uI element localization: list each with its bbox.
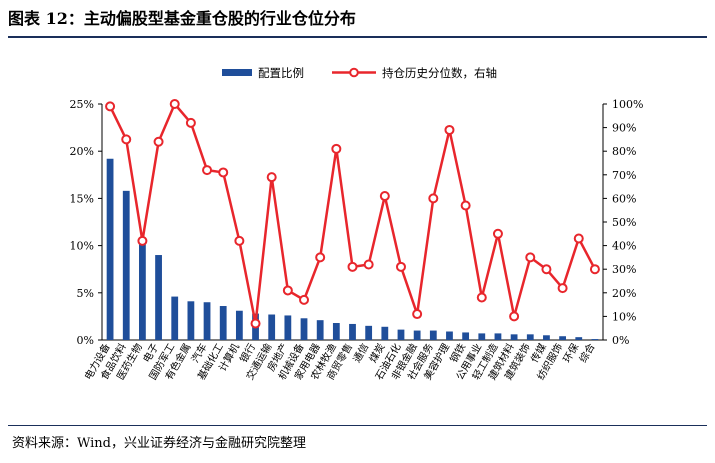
line-point <box>250 318 261 329</box>
line-point <box>282 285 293 296</box>
x-axis-labels: 电力设备食品饮料医药生物电子国防军工有色金属汽车基础化工计算机银行交通运输房地产… <box>81 341 597 382</box>
line-point <box>557 283 568 294</box>
bar <box>139 240 146 340</box>
legend-line-marker <box>349 67 359 78</box>
y-right-tick-label: 100% <box>612 98 643 111</box>
bar <box>559 336 566 340</box>
line-point <box>428 193 439 204</box>
bar <box>575 337 583 340</box>
footer-divider <box>8 425 707 426</box>
source-note: 资料来源：Wind，兴业证券经济与金融研究院整理 <box>12 436 306 451</box>
bar-series <box>106 158 599 340</box>
y-right-tick-label: 90% <box>612 122 636 135</box>
line-point <box>185 117 196 128</box>
bar <box>494 333 502 340</box>
x-tick-label: 综合 <box>576 341 597 365</box>
bar <box>284 315 292 340</box>
bar <box>106 158 114 340</box>
bar <box>397 329 405 340</box>
line-point <box>492 228 503 239</box>
y-right-tick-label: 20% <box>612 287 636 300</box>
bar <box>171 296 179 340</box>
bar <box>349 323 356 340</box>
x-tick-label: 通信 <box>351 342 371 365</box>
bar <box>332 323 340 340</box>
bar <box>187 301 195 340</box>
y-right-tick-label: 40% <box>612 240 636 253</box>
line-point <box>460 200 471 211</box>
bar <box>235 310 243 340</box>
legend-bar-label: 配置比例 <box>258 66 304 80</box>
y-left-tick-label: 10% <box>70 240 94 253</box>
bar <box>122 190 130 340</box>
bar <box>429 330 437 340</box>
y-right-tick-label: 0% <box>612 334 629 347</box>
line-point <box>121 134 132 145</box>
bar <box>316 320 324 340</box>
line-point <box>525 252 536 263</box>
line-point <box>412 309 423 320</box>
bar <box>510 334 518 340</box>
line-point <box>169 99 180 109</box>
bar <box>591 339 599 340</box>
line-point <box>202 165 213 176</box>
line-point <box>315 252 326 263</box>
line-point <box>153 136 164 147</box>
percentile-line <box>108 102 597 325</box>
y-right-tick-label: 50% <box>612 216 636 229</box>
bar <box>155 255 162 340</box>
y-left-tick-label: 20% <box>70 145 94 158</box>
bar <box>543 335 550 340</box>
bar <box>413 330 421 340</box>
bar <box>203 302 211 340</box>
bar <box>365 325 373 340</box>
bar <box>462 332 470 340</box>
line-point <box>347 261 358 272</box>
y-right-tick-label: 80% <box>612 145 636 158</box>
y-left-tick-label: 0% <box>77 334 94 347</box>
line-point <box>363 259 374 270</box>
legend-line-label: 持仓历史分位数，右轴 <box>382 66 497 80</box>
line-point <box>395 261 406 272</box>
line-point <box>444 124 455 135</box>
bar <box>219 306 227 340</box>
line-point <box>137 235 148 246</box>
y-left-tick-label: 5% <box>77 287 94 300</box>
line-point <box>234 235 245 246</box>
bar <box>300 318 308 340</box>
x-tick-label: 环保 <box>560 341 581 365</box>
bar <box>446 331 453 340</box>
bar <box>526 334 534 340</box>
y-right-tick-label: 70% <box>612 169 636 182</box>
line-point <box>573 233 584 244</box>
bar <box>381 326 389 340</box>
title-divider <box>8 36 707 38</box>
y-right-tick-label: 10% <box>612 310 636 323</box>
line-point <box>379 191 390 202</box>
legend-bar-swatch <box>222 69 252 76</box>
line-point <box>299 294 310 305</box>
y-right-tick-label: 30% <box>612 263 636 276</box>
line-point <box>541 264 552 275</box>
bar <box>268 314 276 340</box>
y-left-tick-label: 25% <box>70 98 94 111</box>
chart-legend: 配置比例 持仓历史分位数，右轴 <box>222 66 497 80</box>
line-point <box>509 311 520 322</box>
line-point <box>105 101 116 112</box>
page-title: 图表 12：主动偏股型基金重仓股的行业仓位分布 <box>8 9 356 28</box>
y-left-tick-label: 15% <box>70 192 94 205</box>
line-point <box>266 172 277 183</box>
line-point <box>218 167 229 178</box>
line-point <box>331 143 342 154</box>
line-series <box>105 99 600 329</box>
y-right-tick-label: 60% <box>612 192 636 205</box>
line-point <box>476 292 487 303</box>
bar <box>478 333 486 340</box>
chart-axes: 0% 5% 10% 15% 20% 25% 0% 10% 20% 30% 40% 50% 60% 70% 8… <box>70 98 644 347</box>
line-point <box>589 264 600 275</box>
